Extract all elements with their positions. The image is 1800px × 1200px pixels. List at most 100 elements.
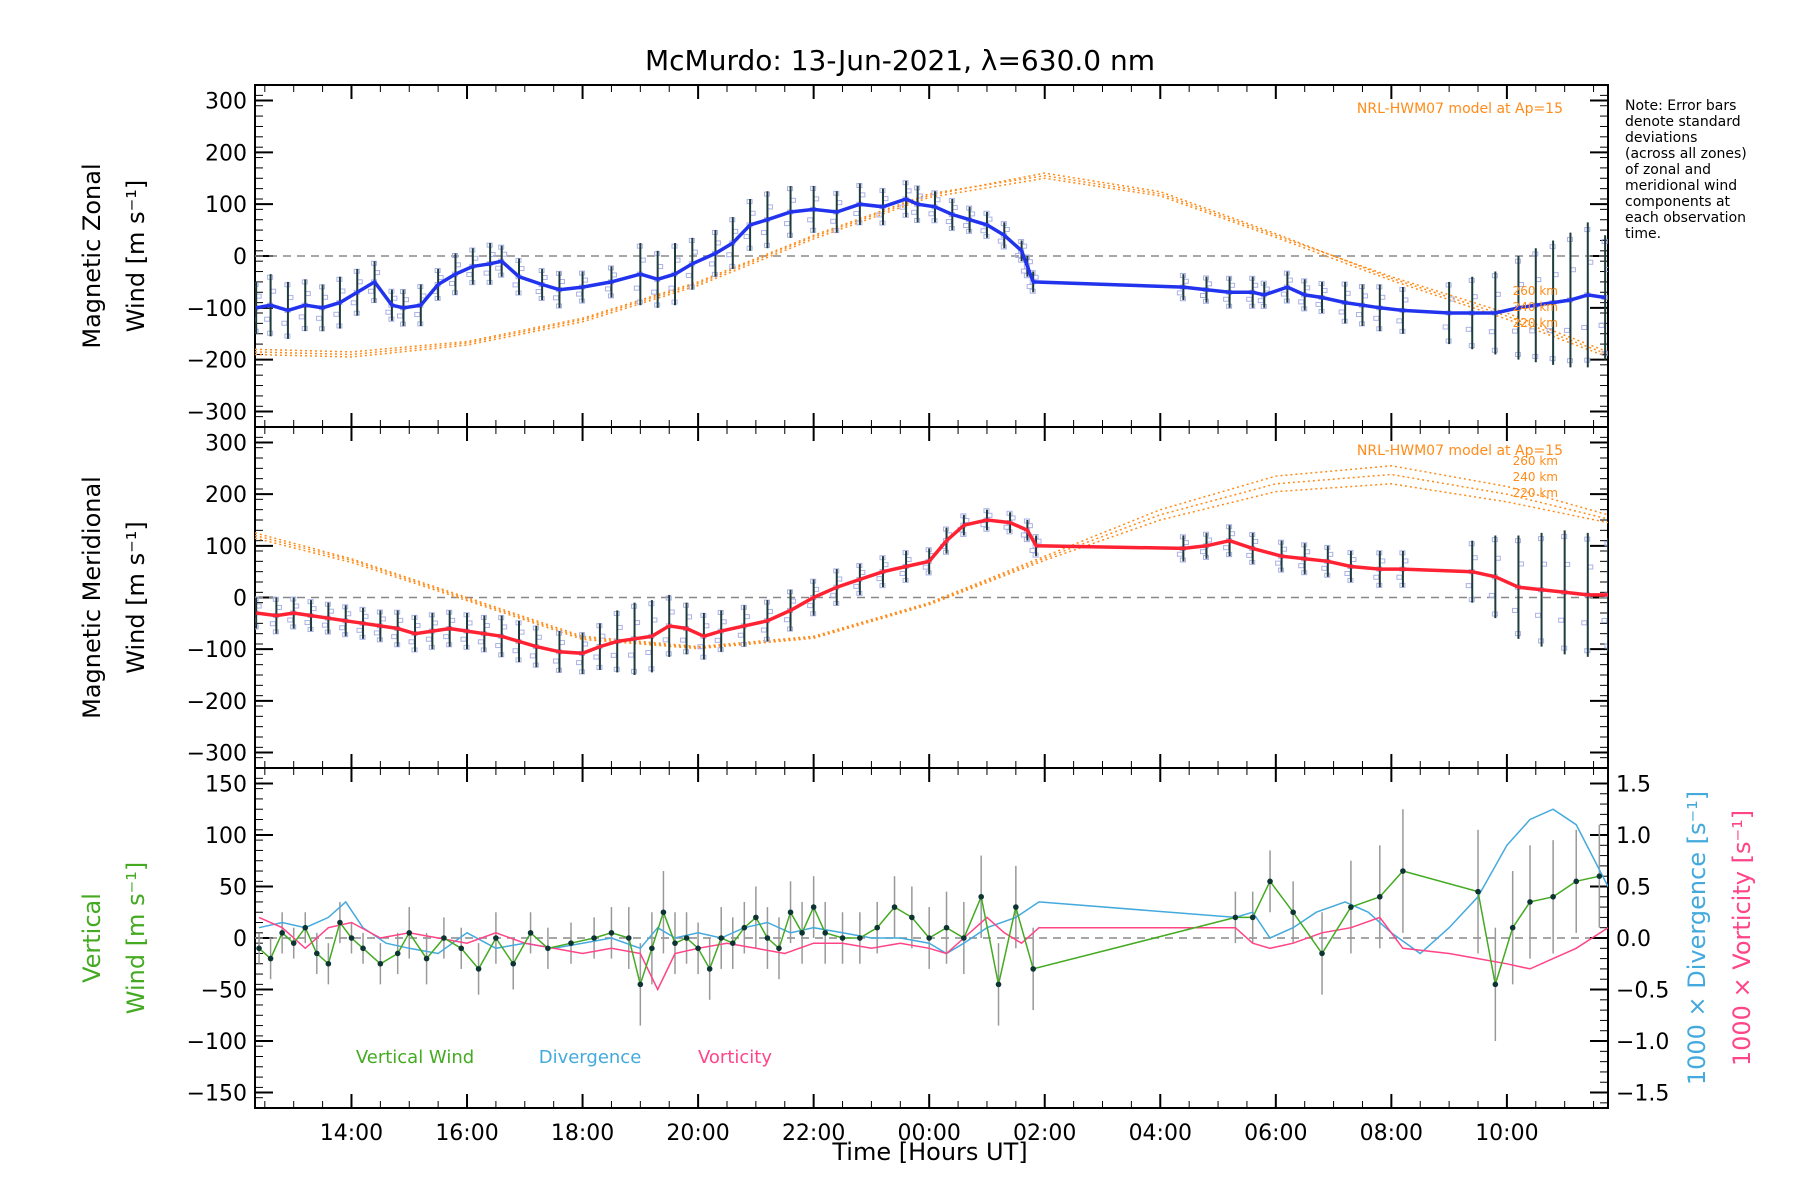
zone-sample <box>662 637 669 643</box>
vertical-wind-point <box>718 935 725 941</box>
zone-sample <box>1223 545 1230 551</box>
zone-sample <box>830 592 837 598</box>
model-label: NRL-HWM07 model at Ap=15 <box>1357 443 1563 459</box>
vertical-wind-point <box>267 955 274 962</box>
zone-sample <box>1176 290 1183 296</box>
vertical-wind-point <box>568 940 574 946</box>
zone-sample <box>963 223 970 229</box>
zone-sample <box>1601 617 1608 623</box>
model-curve-240km <box>255 172 1608 356</box>
vertical-wind-point <box>874 924 880 931</box>
y-axis-label: Magnetic Zonal <box>78 163 106 348</box>
zone-sample <box>264 316 271 322</box>
right-tick-label: −1.0 <box>1616 1030 1669 1055</box>
altitude-label: 240 km <box>1513 470 1558 484</box>
zone-sample <box>899 570 906 576</box>
panel-plot-area <box>255 465 1608 675</box>
note-line: Note: Error bars <box>1625 98 1736 114</box>
vertical-wind-point <box>683 935 690 941</box>
model-curve-260km <box>255 465 1608 648</box>
right-tick-label: −0.5 <box>1616 979 1669 1004</box>
model-label: NRL-HWM07 model at Ap=15 <box>1357 101 1563 117</box>
vertical-wind-point <box>706 966 713 972</box>
y-tick-label: 100 <box>205 193 247 218</box>
y-tick-label: −200 <box>187 690 247 715</box>
y-tick-label: 300 <box>205 90 247 115</box>
zone-sample <box>466 272 473 278</box>
x-tick-label: 18:00 <box>551 1121 614 1146</box>
zone-sample <box>495 265 502 271</box>
zone-sample <box>1199 293 1206 299</box>
zone-sample <box>1003 524 1010 530</box>
zone-sample <box>1511 607 1518 613</box>
zone-sample <box>1465 583 1472 589</box>
y-tick-label: −200 <box>187 349 247 374</box>
zone-sample <box>408 639 415 645</box>
legend-vorticity: Vorticity <box>698 1047 772 1068</box>
vertical-wind-point <box>394 950 401 957</box>
vertical-wind-point <box>510 960 517 967</box>
vertical-wind-point <box>360 945 366 952</box>
y-tick-label: 100 <box>205 535 247 560</box>
note-line: meridional wind <box>1625 178 1737 194</box>
note-line: each observation <box>1625 210 1746 226</box>
zone-sample <box>391 634 398 640</box>
zone-sample <box>784 221 791 227</box>
zone-sample <box>373 630 380 636</box>
zone-sample <box>425 636 432 642</box>
vertical-wind-point <box>608 930 615 936</box>
vertical-wind-point <box>909 914 915 921</box>
x-tick-label: 06:00 <box>1244 1121 1307 1146</box>
y-tick-label: 0 <box>233 245 247 270</box>
zone-sample <box>807 217 814 223</box>
zone-sample <box>1355 312 1362 318</box>
zone-sample <box>414 312 421 318</box>
series-line-zonal <box>255 197 1606 315</box>
right-tick-label: 1.5 <box>1616 772 1651 797</box>
zone-sample <box>1373 574 1380 580</box>
zone-sample <box>708 261 715 267</box>
vertical-wind-point <box>423 955 430 962</box>
vertical-wind-point <box>545 945 551 952</box>
zone-sample <box>807 603 814 609</box>
vertical-wind-point <box>290 940 297 946</box>
zone-sample <box>576 660 583 666</box>
zone-sample <box>610 652 617 658</box>
vertical-wind-point <box>493 935 499 941</box>
vertical-wind-point <box>302 924 309 931</box>
zone-sample <box>1280 291 1287 297</box>
zone-sample <box>512 282 519 288</box>
vertical-wind-point <box>637 981 644 988</box>
vertical-wind-point <box>441 935 447 941</box>
zone-sample <box>477 639 484 645</box>
vertical-wind-point <box>1319 950 1325 957</box>
y-tick-label: −100 <box>187 1030 247 1055</box>
x-tick-label: 00:00 <box>897 1121 960 1146</box>
zone-sample <box>830 218 837 224</box>
zone-sample <box>980 228 987 234</box>
y-tick-label: −300 <box>187 742 247 767</box>
x-tick-label: 10:00 <box>1475 1121 1538 1146</box>
vertical-wind-point <box>857 935 863 941</box>
y-tick-label: −50 <box>201 979 247 1004</box>
y-tick-label: 0 <box>233 927 247 952</box>
x-tick-label: 08:00 <box>1360 1121 1423 1146</box>
zone-sample <box>1257 298 1264 304</box>
zone-sample <box>443 634 450 640</box>
vertical-wind-point <box>1030 966 1036 972</box>
vertical-wind-point <box>625 935 632 941</box>
model-curve-220km <box>255 483 1608 650</box>
x-tick-label: 14:00 <box>320 1121 383 1146</box>
zone-sample <box>1275 560 1282 566</box>
zone-sample <box>1488 329 1495 335</box>
y-tick-label: 0 <box>233 587 247 612</box>
zone-sample <box>922 564 929 570</box>
zone-sample <box>368 288 375 294</box>
zone-sample <box>576 291 583 297</box>
vertical-wind-point <box>325 960 332 967</box>
y-tick-label: 200 <box>205 141 247 166</box>
altitude-label: 220 km <box>1513 316 1558 330</box>
zone-sample <box>535 288 542 294</box>
x-axis-label: Time [Hours UT] <box>831 1138 1027 1166</box>
zone-sample <box>281 320 288 326</box>
